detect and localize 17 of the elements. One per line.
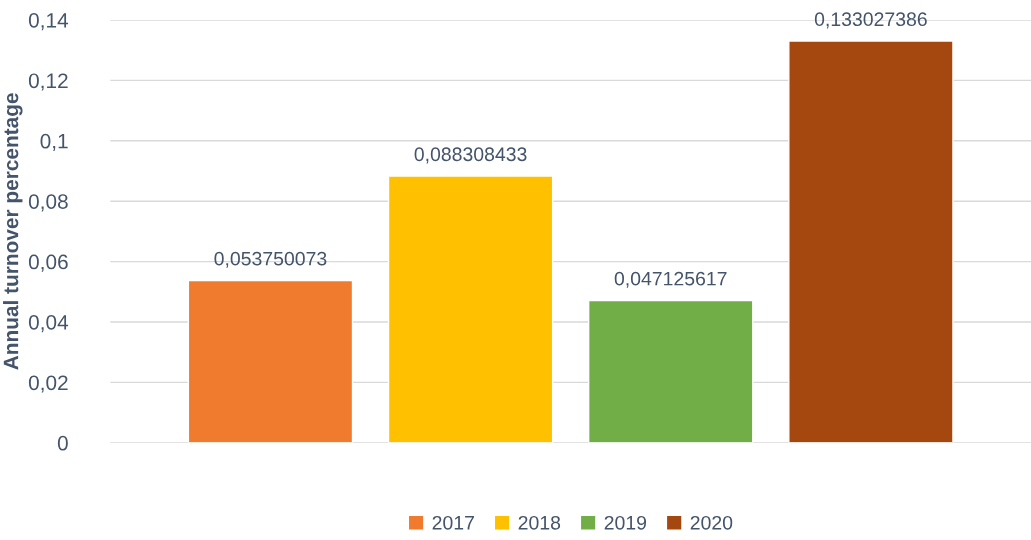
y-tick-label: 0,08: [28, 194, 68, 212]
legend-label: 2018: [518, 515, 561, 530]
y-tick-label: 0: [57, 435, 68, 451]
y-tick-label: 0,1: [40, 133, 68, 151]
data-label: 0,088308433: [414, 147, 527, 164]
y-tick-label: 0,14: [28, 12, 69, 31]
legend-label: 2020: [690, 515, 733, 530]
y-tick-label: 0,02: [28, 375, 68, 393]
data-label: 0,047125617: [614, 271, 727, 288]
y-tick-label: 0,06: [28, 254, 68, 272]
data-label: 0,053750073: [214, 251, 327, 268]
data-label: 0,133027386: [814, 12, 927, 29]
y-axis-title: Annual turnover percentage: [3, 93, 23, 370]
legend-label: 2019: [604, 515, 647, 530]
legend-label: 2017: [432, 515, 474, 530]
y-tick-label: 0,04: [28, 315, 69, 333]
y-tick-label: 0,12: [28, 73, 68, 91]
